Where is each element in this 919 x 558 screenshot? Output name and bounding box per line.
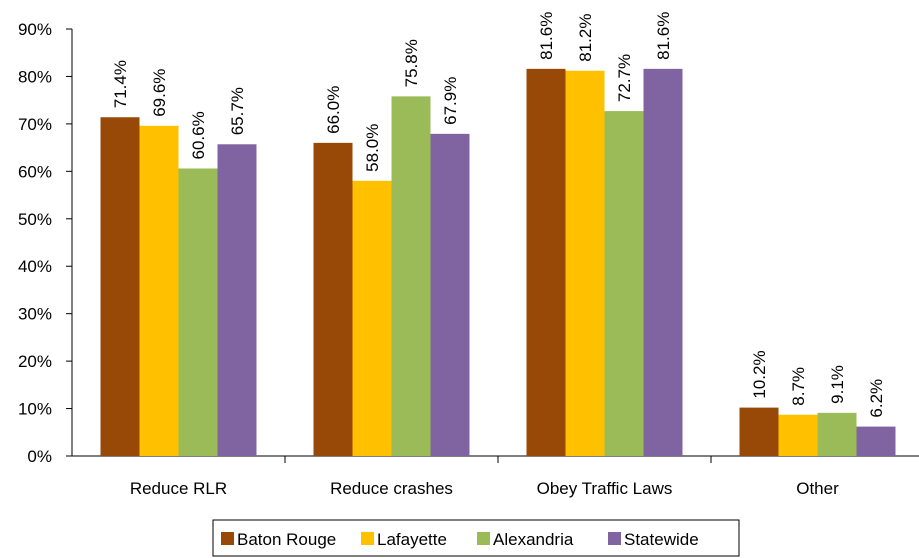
legend-frame <box>212 519 740 557</box>
data-label: 71.4% <box>111 60 130 108</box>
data-label: 6.2% <box>867 379 886 418</box>
data-label: 69.6% <box>150 69 169 117</box>
x-category-label: Reduce RLR <box>130 479 227 498</box>
legend-label: Statewide <box>624 530 699 549</box>
x-category-label: Obey Traffic Laws <box>537 479 673 498</box>
legend-label: Lafayette <box>377 530 447 549</box>
data-label: 8.7% <box>789 367 808 406</box>
y-tick-label: 10% <box>18 400 52 419</box>
y-tick-label: 40% <box>18 257 52 276</box>
bar <box>604 111 644 456</box>
data-label: 81.2% <box>576 14 595 62</box>
data-label: 9.1% <box>828 365 847 404</box>
y-tick-label: 60% <box>18 162 52 181</box>
legend-swatch <box>477 532 490 545</box>
y-tick-label: 20% <box>18 352 52 371</box>
bar <box>430 133 470 456</box>
bar <box>100 117 140 456</box>
x-axis: Reduce RLR Reduce crashes Obey Traffic Law… <box>72 455 919 498</box>
data-label: 60.6% <box>189 111 208 159</box>
bar <box>139 125 179 456</box>
data-label: 72.7% <box>615 54 634 102</box>
y-tick-label: 50% <box>18 210 52 229</box>
bar <box>739 407 779 456</box>
data-label: 66.0% <box>324 86 343 134</box>
bar <box>352 180 392 457</box>
bars <box>100 68 896 457</box>
data-label: 81.6% <box>654 12 673 60</box>
legend-swatch <box>361 532 374 545</box>
bar <box>217 144 257 457</box>
legend: Baton Rouge Lafayette Alexandria Statewide <box>212 519 740 557</box>
legend-label: Alexandria <box>493 530 574 549</box>
data-label: 81.6% <box>537 12 556 60</box>
bar <box>178 168 218 456</box>
bar <box>856 426 896 456</box>
legend-label: Baton Rouge <box>237 530 336 549</box>
bar <box>565 70 605 457</box>
y-axis: 0% 10% 20% 30% 40% 50% 60% 70% 80% 90% <box>18 20 73 466</box>
y-tick-label: 80% <box>18 67 52 86</box>
y-tick-label: 0% <box>27 447 52 466</box>
bar <box>313 142 353 456</box>
data-label: 75.8% <box>402 39 421 87</box>
x-category-label: Other <box>796 479 839 498</box>
legend-swatch <box>221 532 234 545</box>
data-label: 67.9% <box>441 77 460 125</box>
bar <box>643 68 683 456</box>
bar <box>778 414 818 456</box>
x-category-label: Reduce crashes <box>330 479 453 498</box>
data-labels: 71.4% 69.6% 60.6% 65.7% 66.0% 58.0% 75.8% 67.9%… <box>111 12 886 418</box>
legend-swatch <box>608 532 621 545</box>
data-label: 65.7% <box>228 87 247 135</box>
data-label: 58.0% <box>363 124 382 172</box>
data-label: 10.2% <box>750 350 769 398</box>
bar <box>391 96 431 457</box>
bar <box>817 412 857 456</box>
y-tick-label: 90% <box>18 20 52 39</box>
y-tick-label: 30% <box>18 305 52 324</box>
bar <box>526 68 566 456</box>
y-tick-label: 70% <box>18 115 52 134</box>
